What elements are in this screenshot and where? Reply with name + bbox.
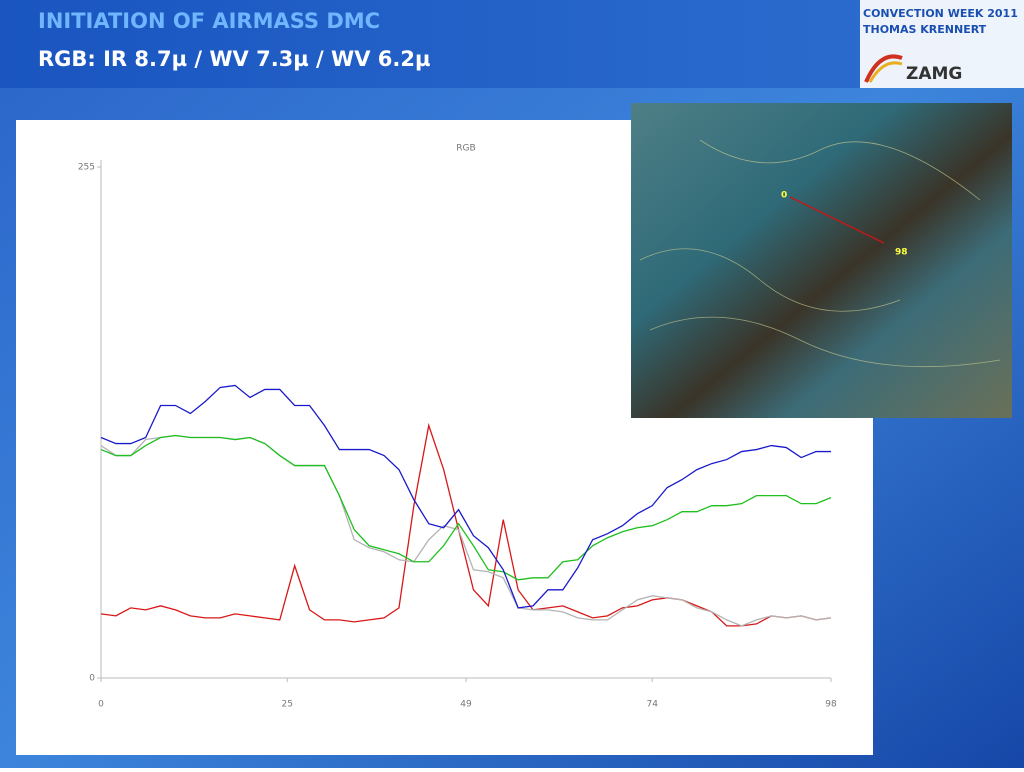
profile-line bbox=[789, 196, 885, 244]
logo-arc bbox=[864, 54, 903, 83]
logo-arc bbox=[868, 61, 903, 83]
x-tick-label: 25 bbox=[281, 700, 292, 710]
map-borders bbox=[639, 139, 1001, 368]
x-tick-label: 74 bbox=[646, 700, 658, 710]
x-tick-label: 49 bbox=[460, 700, 472, 710]
slide-subtitle: RGB: IR 8.7µ / WV 7.3µ / WV 6.2µ bbox=[38, 47, 430, 71]
x-tick-label: 0 bbox=[98, 700, 104, 710]
chart-title: RGB bbox=[456, 144, 475, 154]
satellite-image bbox=[631, 103, 1012, 418]
plot: 0 255 0 25 49 74 98 bbox=[78, 163, 837, 710]
y-tick-label: 0 bbox=[89, 674, 95, 684]
logo-text: ZAMG bbox=[906, 64, 962, 84]
slide-title: INITIATION OF AIRMASS DMC bbox=[38, 9, 380, 33]
header-band bbox=[0, 0, 1024, 88]
badge-line: CONVECTION WEEK 2011 bbox=[863, 7, 1018, 20]
badge bbox=[860, 0, 1024, 88]
map-label: 98 bbox=[895, 248, 908, 258]
series-line bbox=[100, 384, 831, 609]
badge-line: THOMAS KRENNERT bbox=[863, 23, 987, 36]
map-label: 0 bbox=[781, 191, 787, 201]
series-line bbox=[100, 434, 832, 581]
x-tick-label: 98 bbox=[825, 700, 837, 710]
y-tick-label: 255 bbox=[78, 163, 95, 173]
